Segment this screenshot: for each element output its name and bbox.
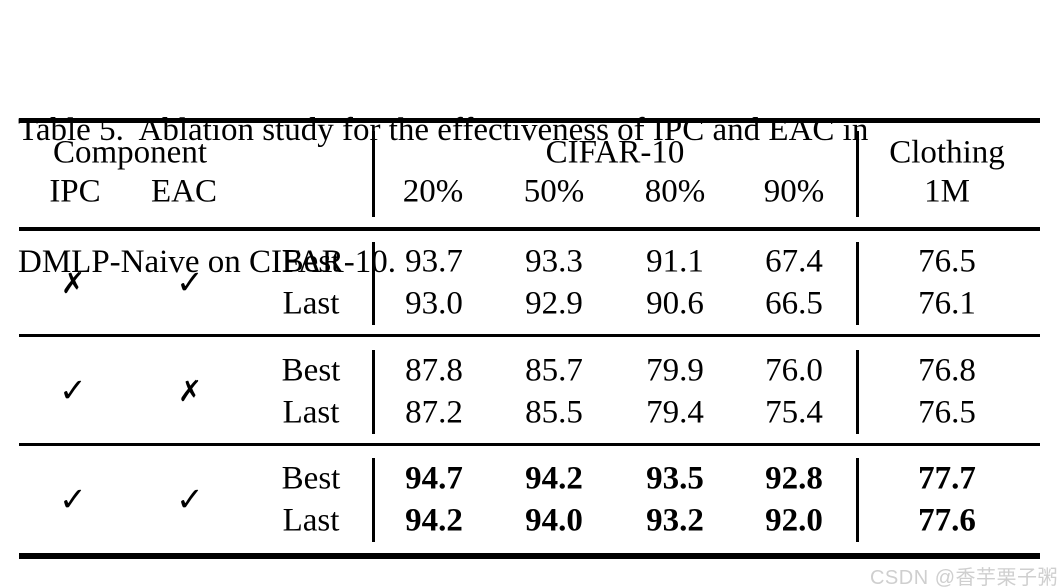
header-component: Component [53, 134, 207, 171]
group1-ipc-cross-icon: ✗ [60, 266, 86, 300]
table-mid-rule-1 [19, 334, 1040, 337]
group2-ipc-check-icon: ✓ [59, 370, 87, 410]
group1-eac-check-icon: ✓ [176, 262, 204, 302]
header-pct-20: 20% [402, 173, 464, 210]
group3-best-clothing: 77.7 [918, 460, 976, 497]
group2-last-80: 79.4 [646, 394, 704, 431]
csdn-watermark: CSDN @香芋栗子粥 [869, 567, 1058, 587]
group2-best-90: 76.0 [765, 352, 823, 389]
group3-last-clothing: 77.6 [918, 502, 976, 539]
group2-vline-left [372, 350, 375, 434]
group3-ipc-check-icon: ✓ [59, 479, 87, 519]
group3-last-label: Last [282, 502, 340, 539]
group2-last-label: Last [282, 394, 340, 431]
group3-best-80: 93.5 [646, 460, 704, 497]
group2-last-20: 87.2 [405, 394, 463, 431]
table-mid-rule-2 [19, 443, 1040, 446]
group2-vline-right [856, 350, 859, 434]
group3-best-label: Best [281, 460, 341, 497]
group1-best-50: 93.3 [525, 243, 583, 280]
group3-best-20: 94.7 [405, 460, 463, 497]
header-eac: EAC [151, 173, 217, 210]
header-pct-90: 90% [763, 173, 825, 210]
group3-last-80: 93.2 [646, 502, 704, 539]
table-caption-line2: DMLP-Naive on CIFAR-10. [18, 244, 396, 280]
group1-vline-left [372, 242, 375, 325]
group1-best-clothing: 76.5 [918, 243, 976, 280]
group1-best-90: 67.4 [765, 243, 823, 280]
group2-eac-cross-icon: ✗ [177, 374, 203, 408]
header-pct-80: 80% [644, 173, 706, 210]
group3-last-20: 94.2 [405, 502, 463, 539]
group3-best-50: 94.2 [525, 460, 583, 497]
group2-best-20: 87.8 [405, 352, 463, 389]
group2-last-50: 85.5 [525, 394, 583, 431]
group3-eac-check-icon: ✓ [176, 479, 204, 519]
group1-best-80: 91.1 [646, 243, 704, 280]
group2-best-80: 79.9 [646, 352, 704, 389]
header-pct-50: 50% [523, 173, 585, 210]
header-vline-left [372, 131, 375, 217]
group2-best-label: Best [281, 352, 341, 389]
group1-best-label: Best [281, 243, 341, 280]
header-vline-right [856, 131, 859, 217]
group2-last-clothing: 76.5 [918, 394, 976, 431]
group3-vline-right [856, 458, 859, 542]
table-header-rule [19, 227, 1040, 231]
group1-best-20: 93.7 [405, 243, 463, 280]
table-top-rule [19, 118, 1040, 123]
group3-last-90: 92.0 [765, 502, 823, 539]
header-cifar10: CIFAR-10 [545, 134, 685, 171]
group2-best-clothing: 76.8 [918, 352, 976, 389]
group2-last-90: 75.4 [765, 394, 823, 431]
group1-last-90: 66.5 [765, 285, 823, 322]
group1-vline-right [856, 242, 859, 325]
group1-last-clothing: 76.1 [918, 285, 976, 322]
header-clothing-1m: 1M [924, 173, 970, 210]
group2-best-50: 85.7 [525, 352, 583, 389]
group3-vline-left [372, 458, 375, 542]
header-clothing: Clothing [889, 134, 1005, 171]
group1-last-20: 93.0 [405, 285, 463, 322]
table-bottom-rule [19, 553, 1040, 559]
group1-last-label: Last [282, 285, 340, 322]
group3-last-50: 94.0 [525, 502, 583, 539]
header-ipc: IPC [49, 173, 101, 210]
group3-best-90: 92.8 [765, 460, 823, 497]
group1-last-50: 92.9 [525, 285, 583, 322]
group1-last-80: 90.6 [646, 285, 704, 322]
